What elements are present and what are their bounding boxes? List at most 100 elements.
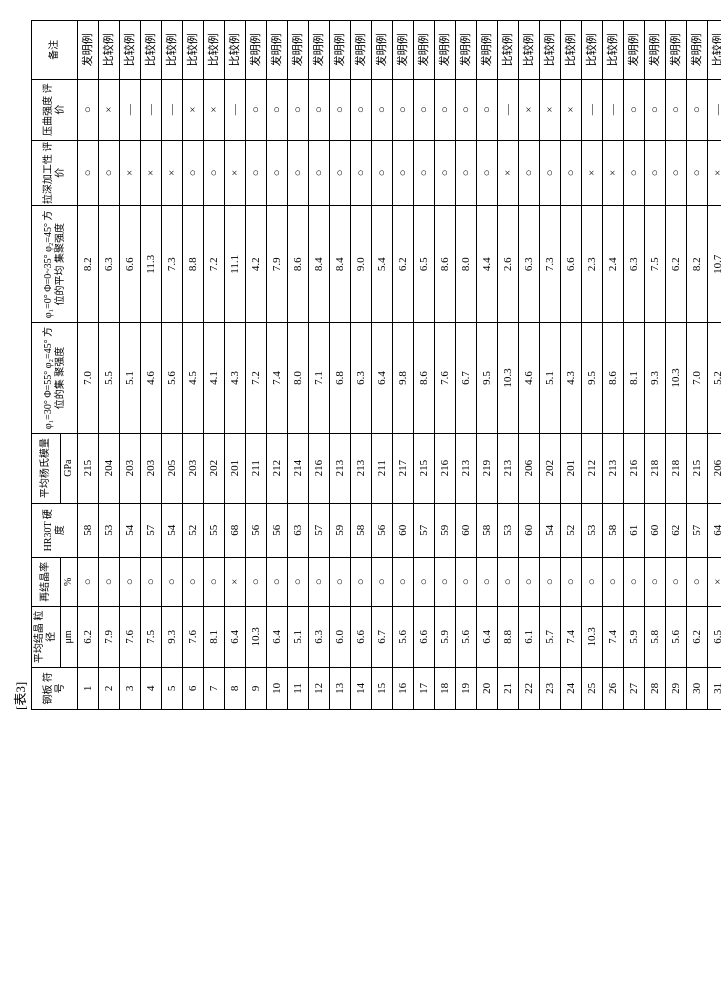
table-row: 106.4○562127.47.9○○发明例 — [267, 21, 288, 710]
cell-phi55: 4.1 — [204, 323, 225, 433]
cell-young: 215 — [687, 433, 708, 503]
cell-recry: ○ — [561, 557, 582, 606]
cell-phi55: 7.4 — [267, 323, 288, 433]
table-row: 2510.3○532129.52.3×—比较例 — [582, 21, 603, 710]
cell-bend: × — [99, 79, 120, 140]
table-row: 185.9○592167.68.6○○发明例 — [435, 21, 456, 710]
cell-phi35: 8.4 — [330, 206, 351, 323]
cell-id: 14 — [351, 667, 372, 709]
cell-grain: 8.8 — [498, 606, 519, 667]
unit-grain: μm — [61, 606, 78, 667]
cell-grain: 6.2 — [687, 606, 708, 667]
cell-grain: 10.3 — [582, 606, 603, 667]
cell-hr30t: 68 — [225, 503, 246, 557]
cell-hr30t: 58 — [477, 503, 498, 557]
cell-draw: × — [708, 140, 721, 206]
cell-recry: ○ — [603, 557, 624, 606]
cell-grain: 5.6 — [456, 606, 477, 667]
cell-phi35: 6.5 — [414, 206, 435, 323]
col-header-id: 钢板 符号 — [32, 667, 78, 709]
cell-rem: 发明例 — [666, 21, 687, 80]
cell-phi35: 11.1 — [225, 206, 246, 323]
cell-draw: ○ — [267, 140, 288, 206]
cell-young: 212 — [267, 433, 288, 503]
cell-grain: 7.4 — [561, 606, 582, 667]
cell-grain: 6.7 — [372, 606, 393, 667]
cell-hr30t: 57 — [141, 503, 162, 557]
cell-draw: ○ — [99, 140, 120, 206]
cell-id: 11 — [288, 667, 309, 709]
cell-phi55: 8.0 — [288, 323, 309, 433]
cell-hr30t: 60 — [519, 503, 540, 557]
cell-young: 204 — [99, 433, 120, 503]
col-header-hr30t: HR30T 硬度 — [32, 503, 78, 557]
table-row: 295.6○6221810.36.2○○发明例 — [666, 21, 687, 710]
cell-draw: ○ — [330, 140, 351, 206]
cell-bend: — — [141, 79, 162, 140]
table-row: 165.6○602179.86.2○○发明例 — [393, 21, 414, 710]
cell-recry: ○ — [141, 557, 162, 606]
cell-rem: 比较例 — [99, 21, 120, 80]
cell-recry: ○ — [162, 557, 183, 606]
cell-bend: ○ — [330, 79, 351, 140]
cell-recry: × — [708, 557, 721, 606]
cell-young: 202 — [540, 433, 561, 503]
cell-young: 213 — [330, 433, 351, 503]
cell-young: 212 — [582, 433, 603, 503]
cell-recry: ○ — [351, 557, 372, 606]
col-header-young: 平均杨氏模量 — [32, 433, 61, 503]
table-row: 146.6○582136.39.0○○发明例 — [351, 21, 372, 710]
cell-id: 28 — [645, 667, 666, 709]
cell-bend: — — [162, 79, 183, 140]
cell-id: 20 — [477, 667, 498, 709]
cell-draw: ○ — [624, 140, 645, 206]
cell-phi35: 4.4 — [477, 206, 498, 323]
cell-bend: ○ — [456, 79, 477, 140]
cell-phi35: 6.6 — [561, 206, 582, 323]
cell-phi35: 8.6 — [435, 206, 456, 323]
cell-grain: 5.6 — [393, 606, 414, 667]
cell-bend: ○ — [666, 79, 687, 140]
cell-id: 18 — [435, 667, 456, 709]
cell-grain: 7.9 — [99, 606, 120, 667]
cell-phi55: 8.6 — [414, 323, 435, 433]
cell-draw: ○ — [414, 140, 435, 206]
cell-id: 17 — [414, 667, 435, 709]
cell-recry: ○ — [582, 557, 603, 606]
cell-bend: ○ — [351, 79, 372, 140]
cell-phi55: 7.0 — [687, 323, 708, 433]
cell-id: 22 — [519, 667, 540, 709]
cell-bend: ○ — [687, 79, 708, 140]
cell-id: 10 — [267, 667, 288, 709]
table-row: 78.1○552024.17.2○×比较例 — [204, 21, 225, 710]
cell-grain: 7.5 — [141, 606, 162, 667]
cell-phi55: 10.3 — [498, 323, 519, 433]
cell-rem: 发明例 — [78, 21, 99, 80]
cell-draw: × — [162, 140, 183, 206]
cell-rem: 比较例 — [603, 21, 624, 80]
cell-phi35: 7.9 — [267, 206, 288, 323]
cell-phi55: 4.6 — [519, 323, 540, 433]
cell-grain: 5.1 — [288, 606, 309, 667]
cell-recry: ○ — [309, 557, 330, 606]
cell-recry: ○ — [99, 557, 120, 606]
cell-phi55: 9.3 — [645, 323, 666, 433]
cell-bend: ○ — [267, 79, 288, 140]
cell-draw: × — [141, 140, 162, 206]
cell-phi35: 8.0 — [456, 206, 477, 323]
col-header-phi55: φ₁=30° Φ=55° φ₂=45° 方位的集 聚强度 — [32, 323, 78, 433]
cell-young: 213 — [498, 433, 519, 503]
cell-phi35: 7.5 — [645, 206, 666, 323]
cell-phi35: 2.4 — [603, 206, 624, 323]
cell-young: 202 — [204, 433, 225, 503]
cell-phi35: 7.2 — [204, 206, 225, 323]
cell-id: 24 — [561, 667, 582, 709]
cell-draw: ○ — [204, 140, 225, 206]
cell-rem: 发明例 — [477, 21, 498, 80]
cell-bend: ○ — [309, 79, 330, 140]
cell-draw: ○ — [372, 140, 393, 206]
cell-phi55: 7.2 — [246, 323, 267, 433]
cell-rem: 比较例 — [204, 21, 225, 80]
cell-phi55: 10.3 — [666, 323, 687, 433]
table-row: 285.8○602189.37.5○○发明例 — [645, 21, 666, 710]
